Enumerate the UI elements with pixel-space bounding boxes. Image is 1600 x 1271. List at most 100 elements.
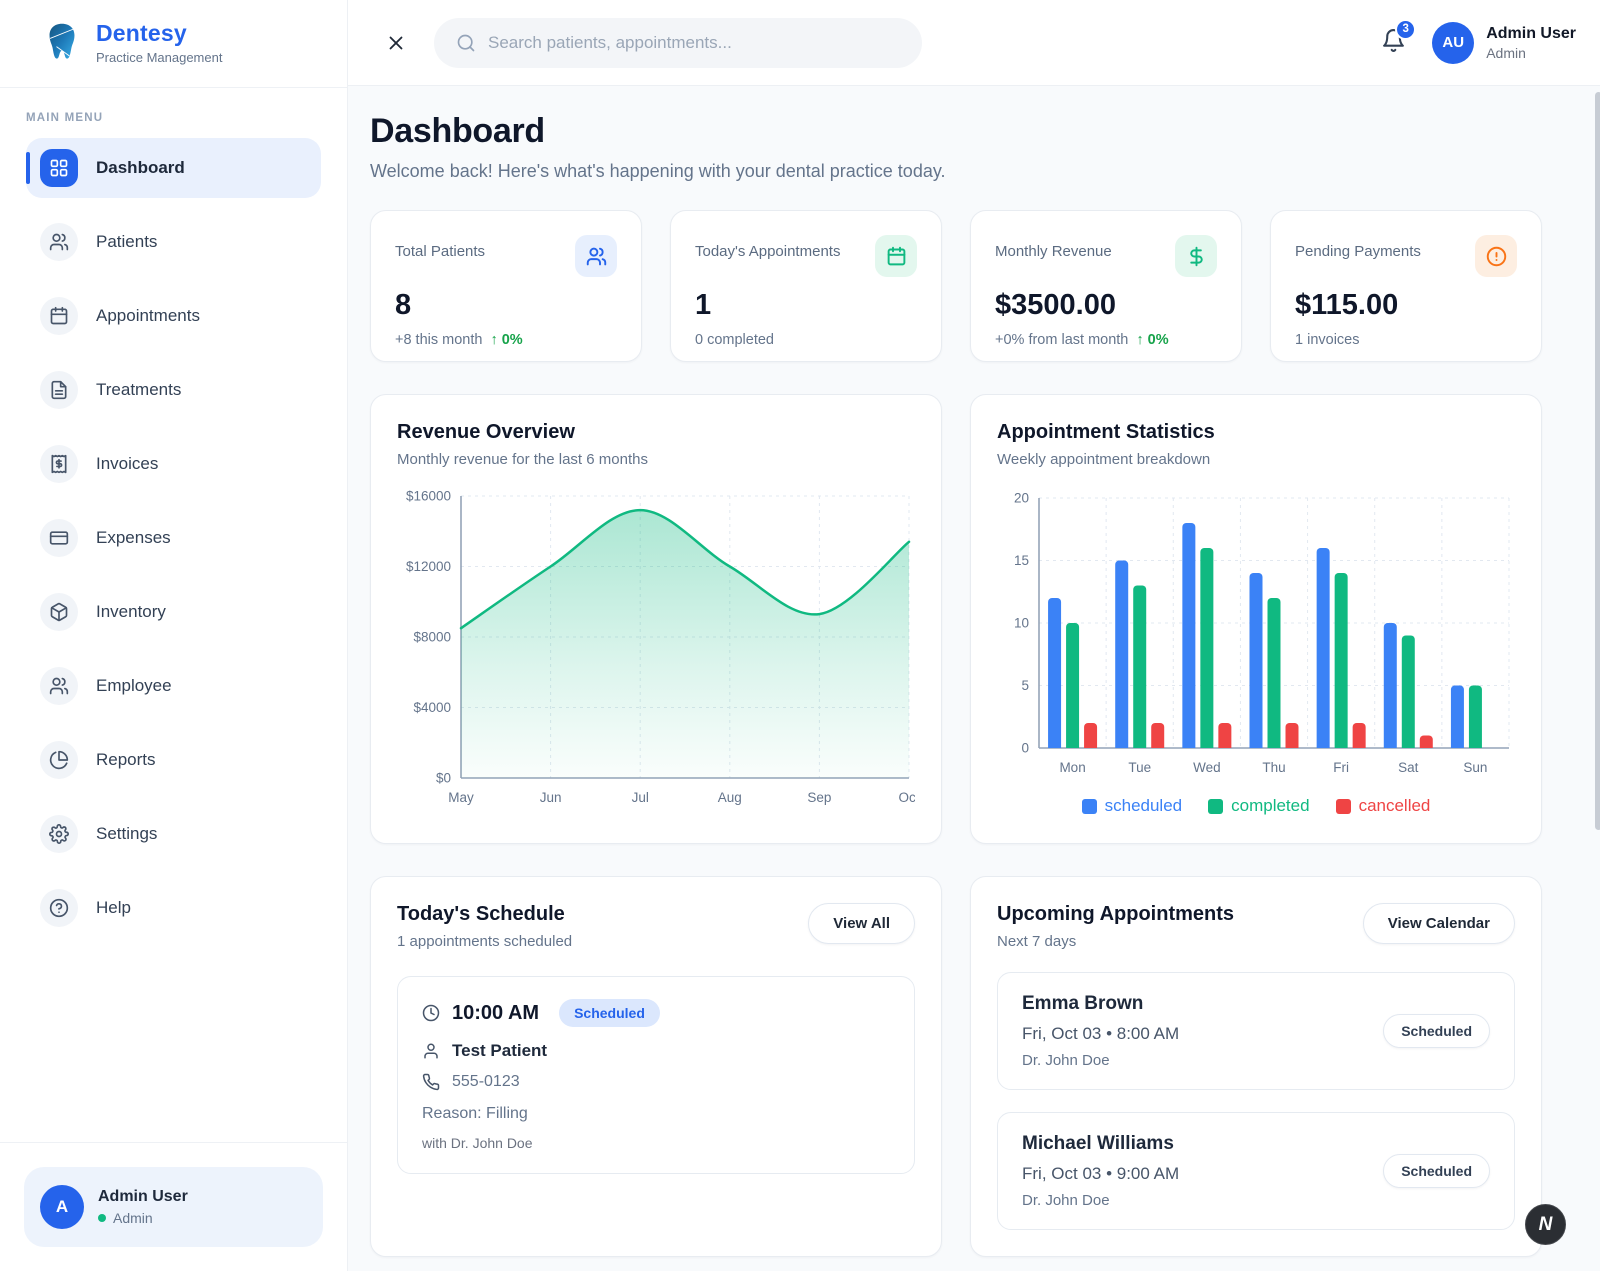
- chart-legend: scheduled completed cancelled: [997, 796, 1515, 816]
- phone-icon: [422, 1073, 440, 1091]
- sidebar-item-help[interactable]: Help: [26, 878, 321, 938]
- upcoming-datetime: Fri, Oct 03 • 9:00 AM: [1022, 1164, 1180, 1183]
- close-icon[interactable]: [382, 29, 410, 57]
- sidebar-item-settings[interactable]: Settings: [26, 804, 321, 864]
- upcoming-list: Emma Brown Fri, Oct 03 • 8:00 AM Dr. Joh…: [997, 972, 1515, 1230]
- stat-sub-text: +8 this month: [395, 332, 483, 348]
- online-status-dot: [98, 1214, 106, 1222]
- svg-text:$0: $0: [436, 771, 451, 786]
- upcoming-datetime: Fri, Oct 03 • 8:00 AM: [1022, 1024, 1180, 1043]
- stats-row: Total Patients 8 +8 this month ↑ 0% Toda…: [370, 210, 1542, 362]
- calendar-icon: [887, 246, 905, 265]
- svg-text:Sun: Sun: [1463, 760, 1487, 775]
- stat-trend: ↑ 0%: [1136, 332, 1169, 348]
- upcoming-appointment-item[interactable]: Emma Brown Fri, Oct 03 • 8:00 AM Dr. Joh…: [997, 972, 1515, 1090]
- svg-text:Thu: Thu: [1262, 760, 1285, 775]
- sidebar-item-treatments[interactable]: Treatments: [26, 360, 321, 420]
- clock-icon: [422, 1004, 440, 1022]
- stat-card: Total Patients 8 +8 this month ↑ 0%: [370, 210, 642, 362]
- gear-icon: [49, 824, 69, 844]
- sidebar-item-label: Dashboard: [96, 158, 185, 177]
- legend-swatch: [1081, 798, 1097, 814]
- stat-value: $3500.00: [995, 289, 1116, 321]
- receipt-icon: [51, 454, 67, 474]
- svg-text:May: May: [448, 790, 474, 805]
- svg-text:Sep: Sep: [807, 790, 831, 805]
- topbar: 3 AU Admin User Admin: [348, 0, 1600, 86]
- view-all-button[interactable]: View All: [808, 903, 915, 944]
- svg-text:Oct: Oct: [898, 790, 915, 805]
- user-name: Admin User: [1486, 24, 1576, 42]
- sidebar-item-label: Inventory: [96, 602, 166, 621]
- bell-icon: [1383, 28, 1405, 52]
- notifications-button[interactable]: 3: [1381, 18, 1417, 58]
- users-icon: [49, 233, 69, 251]
- stat-label: Total Patients: [395, 243, 486, 260]
- sidebar-item-label: Appointments: [96, 306, 200, 325]
- svg-text:0: 0: [1021, 741, 1029, 756]
- stat-sub-text: 1 invoices: [1295, 332, 1360, 348]
- upcoming-title: Upcoming Appointments: [997, 903, 1235, 925]
- sidebar-item-inventory[interactable]: Inventory: [26, 582, 321, 642]
- upcoming-patient-name: Emma Brown: [1022, 993, 1144, 1014]
- search-bar[interactable]: [434, 17, 922, 68]
- stat-label: Today's Appointments: [695, 243, 841, 260]
- svg-text:$16000: $16000: [406, 489, 451, 504]
- svg-text:Tue: Tue: [1128, 760, 1151, 775]
- search-input[interactable]: [488, 32, 900, 53]
- sidebar-item-reports[interactable]: Reports: [26, 730, 321, 790]
- user-role: Admin: [1486, 44, 1526, 61]
- svg-text:20: 20: [1014, 491, 1029, 506]
- legend-swatch: [1335, 798, 1351, 814]
- sidebar-user-card[interactable]: A Admin User Admin: [24, 1167, 323, 1247]
- view-calendar-button[interactable]: View Calendar: [1362, 903, 1515, 944]
- stat-card: Monthly Revenue $3500.00 +0% from last m…: [970, 210, 1242, 362]
- sidebar-item-invoices[interactable]: Invoices: [26, 434, 321, 494]
- upcoming-appointment-item[interactable]: Michael Williams Fri, Oct 03 • 9:00 AM D…: [997, 1112, 1515, 1230]
- page-title: Dashboard: [370, 112, 545, 150]
- sidebar-item-label: Reports: [96, 750, 156, 769]
- sidebar-item-employee[interactable]: Employee: [26, 656, 321, 716]
- svg-text:Jun: Jun: [540, 790, 562, 805]
- legend-label: completed: [1231, 796, 1310, 815]
- stat-trend: ↑ 0%: [490, 332, 523, 348]
- avatar: AU: [1432, 21, 1475, 64]
- sidebar-item-label: Patients: [96, 232, 158, 251]
- users-icon: [49, 677, 69, 695]
- notification-badge: 3: [1395, 18, 1417, 40]
- sidebar-item-dashboard[interactable]: Dashboard: [26, 138, 321, 198]
- legend-swatch: [1208, 798, 1224, 814]
- appointment-doctor: with Dr. John Doe: [422, 1135, 533, 1151]
- scrollbar-thumb[interactable]: [1595, 92, 1600, 830]
- upcoming-doctor: Dr. John Doe: [1022, 1192, 1110, 1209]
- legend-item-cancelled: cancelled: [1335, 796, 1430, 816]
- upcoming-doctor: Dr. John Doe: [1022, 1052, 1110, 1069]
- brand-name: Dentesy: [96, 20, 187, 46]
- stats-card-subtitle: Weekly appointment breakdown: [997, 451, 1211, 468]
- svg-text:Sat: Sat: [1398, 760, 1419, 775]
- nextjs-dev-button[interactable]: N: [1525, 1204, 1566, 1245]
- svg-text:10: 10: [1014, 616, 1029, 631]
- sidebar-item-label: Invoices: [96, 454, 159, 473]
- status-badge: Scheduled: [1383, 1154, 1490, 1188]
- status-badge: Scheduled: [559, 999, 660, 1027]
- users-icon: [586, 247, 606, 265]
- alert-circle-icon: [1486, 246, 1506, 266]
- profile-menu[interactable]: AU Admin User Admin: [1432, 21, 1576, 64]
- sidebar-item-appointments[interactable]: Appointments: [26, 286, 321, 346]
- svg-text:Wed: Wed: [1193, 760, 1221, 775]
- stat-value: 8: [395, 289, 412, 321]
- svg-text:Jul: Jul: [632, 790, 649, 805]
- appointments-bar-chart: 0 5 10 15 20 Mon Tue Wed Thu Fri Sat Sun: [1014, 491, 1510, 775]
- sidebar-footer: A Admin User Admin: [0, 1142, 347, 1271]
- sidebar-item-label: Treatments: [96, 380, 182, 399]
- stat-card: Pending Payments $115.00 1 invoices: [1270, 210, 1542, 362]
- sidebar-item-patients[interactable]: Patients: [26, 212, 321, 272]
- schedule-subtitle: 1 appointments scheduled: [397, 933, 573, 950]
- brand-tagline: Practice Management: [96, 50, 223, 65]
- sidebar-divider: [0, 87, 347, 88]
- schedule-appointment-item[interactable]: 10:00 AM Scheduled Test Patient 555-0123…: [397, 976, 915, 1174]
- revenue-overview-card: Revenue Overview Monthly revenue for the…: [370, 394, 942, 844]
- sidebar-item-expenses[interactable]: Expenses: [26, 508, 321, 568]
